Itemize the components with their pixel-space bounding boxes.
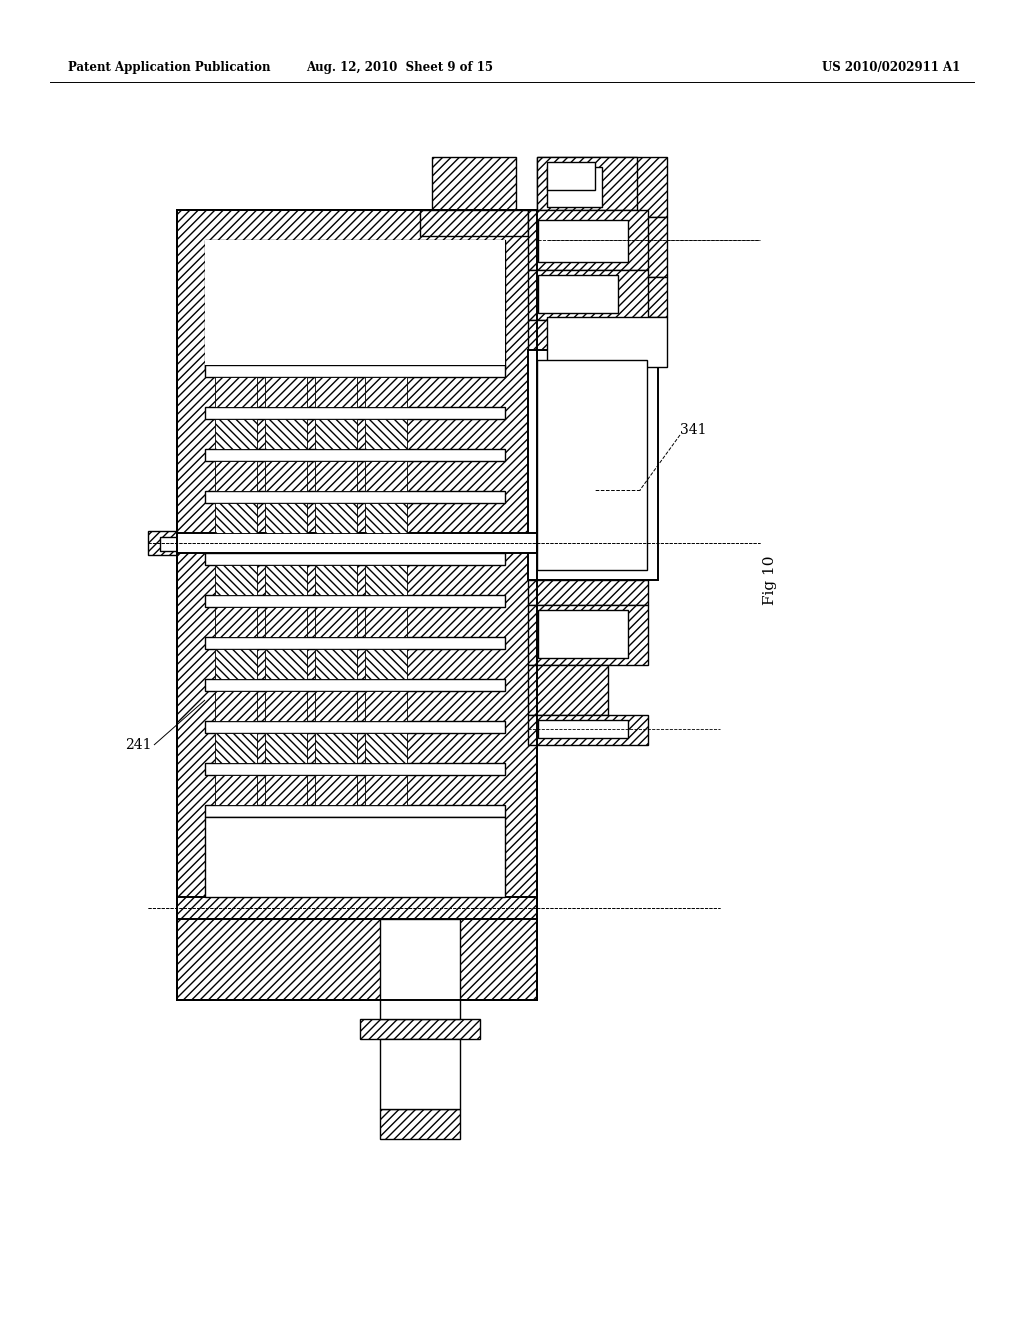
Bar (365, 775, 407, 805)
Bar (205, 805, 505, 817)
Bar (215, 733, 257, 763)
Bar (528, 271, 648, 319)
Bar (315, 418, 357, 449)
Bar (265, 461, 307, 491)
Bar (160, 537, 177, 550)
Bar (315, 607, 357, 638)
Bar (528, 605, 648, 665)
Bar (265, 775, 307, 805)
Bar (205, 240, 505, 370)
Bar (528, 350, 658, 579)
Bar (265, 649, 307, 678)
Bar (538, 275, 618, 313)
Bar (547, 168, 602, 207)
Bar (365, 378, 407, 407)
Bar (432, 157, 516, 210)
Bar (380, 919, 460, 1019)
Bar (215, 775, 257, 805)
Bar (215, 565, 257, 595)
Bar (555, 227, 625, 257)
Bar (365, 649, 407, 678)
Bar (315, 461, 357, 491)
Text: US 2010/0202911 A1: US 2010/0202911 A1 (821, 62, 961, 74)
Bar (315, 775, 357, 805)
Bar (205, 240, 505, 366)
Bar (380, 1039, 460, 1109)
Bar (365, 733, 407, 763)
Text: 241: 241 (126, 738, 152, 752)
Bar (365, 418, 407, 449)
Bar (177, 533, 537, 553)
Bar (148, 531, 177, 554)
Bar (215, 690, 257, 721)
Bar (537, 157, 637, 210)
Bar (365, 607, 407, 638)
Bar (265, 690, 307, 721)
Bar (537, 216, 667, 277)
Bar (538, 719, 628, 738)
Bar (265, 503, 307, 533)
Bar (205, 638, 505, 649)
Bar (365, 503, 407, 533)
Bar (205, 817, 505, 898)
Bar (538, 610, 628, 657)
Bar (205, 449, 505, 461)
Bar (205, 407, 505, 418)
Text: Fig 10: Fig 10 (763, 556, 777, 605)
Bar (265, 418, 307, 449)
Bar (315, 378, 357, 407)
Bar (215, 649, 257, 678)
Bar (547, 317, 667, 367)
Bar (205, 721, 505, 733)
Bar (177, 898, 537, 919)
Bar (365, 565, 407, 595)
Text: 341: 341 (680, 422, 707, 437)
Bar (215, 418, 257, 449)
Bar (315, 690, 357, 721)
Bar (315, 649, 357, 678)
Bar (360, 1019, 480, 1039)
Bar (315, 503, 357, 533)
Bar (215, 378, 257, 407)
Bar (537, 277, 667, 317)
Bar (537, 360, 647, 570)
Bar (205, 763, 505, 775)
Bar (205, 595, 505, 607)
Bar (538, 220, 628, 261)
Bar (537, 157, 667, 216)
Bar (315, 565, 357, 595)
Bar (177, 210, 537, 1001)
Bar (265, 607, 307, 638)
Bar (177, 210, 537, 1001)
Bar (205, 491, 505, 503)
Bar (380, 1109, 460, 1139)
Text: Patent Application Publication: Patent Application Publication (68, 62, 270, 74)
Bar (205, 366, 505, 378)
Bar (528, 210, 648, 271)
Bar (215, 461, 257, 491)
Bar (528, 319, 648, 350)
Bar (265, 565, 307, 595)
Bar (528, 579, 648, 605)
Text: Aug. 12, 2010  Sheet 9 of 15: Aug. 12, 2010 Sheet 9 of 15 (306, 62, 494, 74)
Bar (528, 715, 648, 744)
Bar (265, 378, 307, 407)
Bar (205, 553, 505, 565)
Bar (547, 162, 595, 190)
Bar (365, 690, 407, 721)
Bar (205, 678, 505, 690)
Bar (215, 503, 257, 533)
Bar (265, 733, 307, 763)
Bar (528, 665, 608, 715)
Bar (315, 733, 357, 763)
Bar (365, 461, 407, 491)
Bar (215, 607, 257, 638)
Bar (420, 210, 528, 236)
